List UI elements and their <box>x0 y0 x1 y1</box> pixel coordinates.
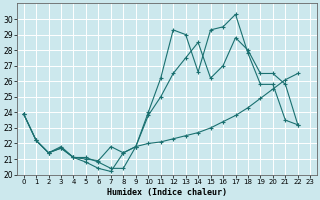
X-axis label: Humidex (Indice chaleur): Humidex (Indice chaleur) <box>107 188 227 197</box>
